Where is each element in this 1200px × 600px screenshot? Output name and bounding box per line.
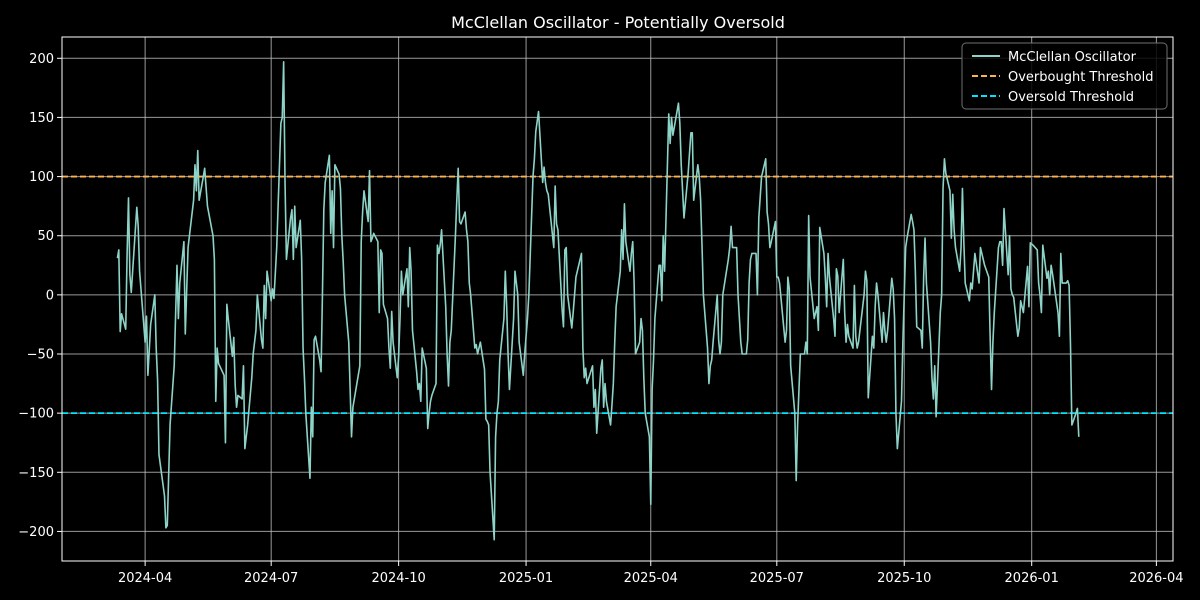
y-tick-label: −50 — [27, 348, 54, 363]
x-tick-label: 2026-01 — [1005, 571, 1059, 586]
y-tick-label: −100 — [18, 407, 54, 422]
legend-label-oscillator: McClellan Oscillator — [1008, 50, 1137, 65]
oscillator-series-line — [116, 61, 1080, 541]
x-tick-label: 2025-10 — [877, 571, 931, 586]
x-tick-label: 2026-04 — [1129, 571, 1183, 586]
y-tick-label: 150 — [29, 111, 54, 126]
tick-layer: 200 150 100 50 0 −50 −100 −150 −200 2024-04 2024-0… — [18, 52, 1183, 586]
threshold-layer — [62, 175, 1173, 415]
y-tick-label: 100 — [29, 170, 54, 185]
x-tick-label: 2025-01 — [499, 571, 553, 586]
y-tick-label: 50 — [37, 229, 54, 244]
series-layer — [116, 61, 1080, 541]
x-tick-label: 2024-07 — [244, 571, 298, 586]
y-tick-label: 0 — [46, 288, 54, 303]
plot-frame — [61, 36, 1174, 562]
y-tick-label: −150 — [18, 466, 54, 481]
x-tick-label: 2025-07 — [750, 571, 804, 586]
legend: McClellan Oscillator Overbought Threshol… — [961, 42, 1168, 110]
x-tick-label: 2025-04 — [624, 571, 678, 586]
legend-label-overbought: Overbought Threshold — [1008, 70, 1154, 85]
legend-label-oversold: Oversold Threshold — [1008, 90, 1134, 105]
y-tick-label: −200 — [18, 525, 54, 540]
x-tick-label: 2024-04 — [118, 571, 172, 586]
x-tick-label: 2024-10 — [371, 571, 425, 586]
y-tick-label: 200 — [29, 52, 54, 67]
legend-box — [961, 42, 1168, 110]
chart-title: McClellan Oscillator - Potentially Overs… — [451, 13, 785, 32]
